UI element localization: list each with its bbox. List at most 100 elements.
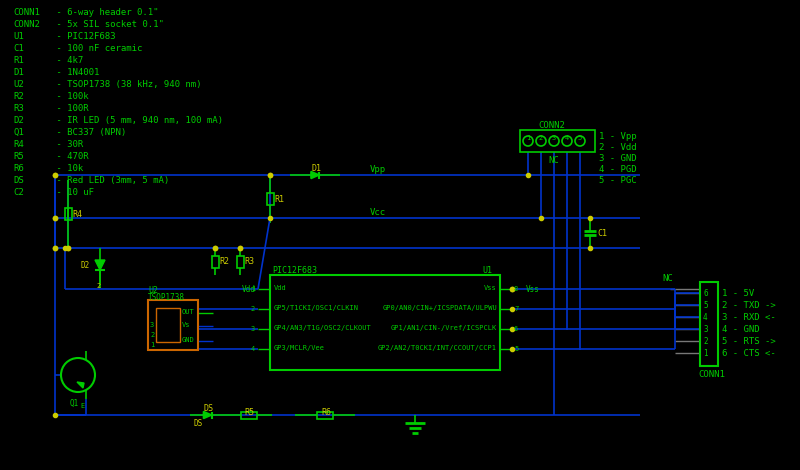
Text: Vss: Vss (484, 285, 497, 291)
Text: CONN1: CONN1 (698, 370, 725, 379)
Text: R4: R4 (13, 140, 24, 149)
Text: 1: 1 (526, 135, 530, 141)
Text: R1: R1 (274, 195, 284, 204)
Text: - TSOP1738 (38 kHz, 940 nm): - TSOP1738 (38 kHz, 940 nm) (51, 80, 202, 89)
Text: - 10k: - 10k (51, 164, 83, 173)
Text: R2: R2 (219, 258, 229, 266)
Text: GP1/AN1/CIN-/Vref/ICSPCLK: GP1/AN1/CIN-/Vref/ICSPCLK (390, 325, 497, 331)
Text: Vdd: Vdd (274, 285, 286, 291)
Text: - 470R: - 470R (51, 152, 89, 161)
Text: R2: R2 (13, 92, 24, 101)
Text: 5 - RTS ->: 5 - RTS -> (722, 337, 776, 346)
Text: U1: U1 (482, 266, 492, 275)
Text: 3: 3 (250, 326, 255, 332)
Text: 4: 4 (703, 313, 708, 322)
Bar (241, 412, 257, 418)
Text: PIC12F683: PIC12F683 (272, 266, 317, 275)
Text: R3: R3 (244, 258, 254, 266)
Text: 2: 2 (703, 337, 708, 346)
Text: 1 - 5V: 1 - 5V (722, 289, 754, 298)
Text: D2: D2 (13, 116, 24, 125)
Text: 5 - PGC: 5 - PGC (599, 176, 637, 185)
Text: R5: R5 (245, 408, 254, 417)
Text: C1: C1 (597, 229, 607, 238)
Text: OUT: OUT (182, 309, 194, 315)
Text: CONN1: CONN1 (13, 8, 40, 17)
Polygon shape (311, 172, 319, 179)
Text: 6 - CTS <-: 6 - CTS <- (722, 349, 776, 358)
Bar (700, 282, 718, 366)
Text: Vss: Vss (526, 285, 540, 294)
Text: NC: NC (662, 274, 673, 283)
Text: - 10 uF: - 10 uF (51, 188, 94, 197)
Text: 3 - RXD <-: 3 - RXD <- (722, 313, 776, 322)
Text: - 4k7: - 4k7 (51, 56, 83, 65)
Text: D1: D1 (13, 68, 24, 77)
Text: Q1: Q1 (70, 399, 79, 408)
Polygon shape (95, 260, 105, 270)
Circle shape (549, 136, 559, 146)
Text: 4 - GND: 4 - GND (722, 325, 760, 334)
Text: D1: D1 (311, 164, 321, 173)
Text: TSOP1738: TSOP1738 (148, 293, 185, 302)
Text: E: E (80, 403, 84, 409)
Text: GP5/T1CKI/OSC1/CLKIN: GP5/T1CKI/OSC1/CLKIN (274, 305, 359, 311)
Text: 7: 7 (514, 306, 518, 312)
Text: GP3/MCLR/Vee: GP3/MCLR/Vee (274, 345, 325, 351)
Text: GP4/AN3/T1G/OSC2/CLKOUT: GP4/AN3/T1G/OSC2/CLKOUT (274, 325, 372, 331)
Text: 3: 3 (703, 325, 708, 334)
Text: 4 - PGD: 4 - PGD (599, 165, 637, 174)
Text: U2: U2 (13, 80, 24, 89)
Text: - 100 nF ceramic: - 100 nF ceramic (51, 44, 142, 53)
Text: GND: GND (182, 337, 194, 343)
Bar (266, 193, 274, 205)
Text: R4: R4 (72, 210, 82, 219)
Bar (237, 256, 243, 267)
Text: R1: R1 (13, 56, 24, 65)
Text: 1 - Vpp: 1 - Vpp (599, 132, 637, 141)
Text: DS: DS (13, 176, 24, 185)
Text: 5: 5 (703, 301, 708, 310)
Text: 3: 3 (552, 135, 556, 141)
Text: 2 - Vdd: 2 - Vdd (599, 143, 637, 152)
Polygon shape (77, 382, 84, 388)
Text: Vdd: Vdd (242, 285, 256, 294)
Circle shape (562, 136, 572, 146)
Text: 2: 2 (96, 283, 100, 289)
Text: C1: C1 (13, 44, 24, 53)
Text: 2: 2 (539, 135, 543, 141)
Text: 4: 4 (565, 135, 569, 141)
Bar (211, 256, 218, 267)
Text: - BC337 (NPN): - BC337 (NPN) (51, 128, 126, 137)
Text: - Red LED (3mm, 5 mA): - Red LED (3mm, 5 mA) (51, 176, 170, 185)
Text: - IR LED (5 mm, 940 nm, 100 mA): - IR LED (5 mm, 940 nm, 100 mA) (51, 116, 223, 125)
Text: DS: DS (203, 404, 214, 413)
Text: GP2/AN2/T0CKI/INT/CCOUT/CCP1: GP2/AN2/T0CKI/INT/CCOUT/CCP1 (378, 345, 497, 351)
Circle shape (536, 136, 546, 146)
Bar (148, 300, 198, 350)
Bar (270, 275, 500, 370)
Text: CONN2: CONN2 (13, 20, 40, 29)
Circle shape (523, 136, 533, 146)
Text: NC: NC (548, 156, 558, 165)
Text: Vpp: Vpp (370, 165, 386, 174)
Bar (520, 130, 595, 152)
Text: DS: DS (194, 419, 203, 428)
Circle shape (575, 136, 585, 146)
Text: U1: U1 (13, 32, 24, 41)
Text: 5: 5 (514, 346, 518, 352)
Text: R6: R6 (13, 164, 24, 173)
Text: - 100R: - 100R (51, 104, 89, 113)
Bar (65, 208, 71, 220)
Text: R5: R5 (13, 152, 24, 161)
Bar (317, 412, 333, 418)
Text: 6: 6 (703, 289, 708, 298)
Circle shape (61, 358, 95, 392)
Text: Vcc: Vcc (370, 208, 386, 217)
Text: R3: R3 (13, 104, 24, 113)
Text: Q1: Q1 (13, 128, 24, 137)
Text: 3 - GND: 3 - GND (599, 154, 637, 163)
Text: GP0/AN0/CIN+/ICSPDATA/ULPWU: GP0/AN0/CIN+/ICSPDATA/ULPWU (382, 305, 497, 311)
Text: 2: 2 (150, 332, 154, 338)
Text: 3: 3 (150, 322, 154, 328)
